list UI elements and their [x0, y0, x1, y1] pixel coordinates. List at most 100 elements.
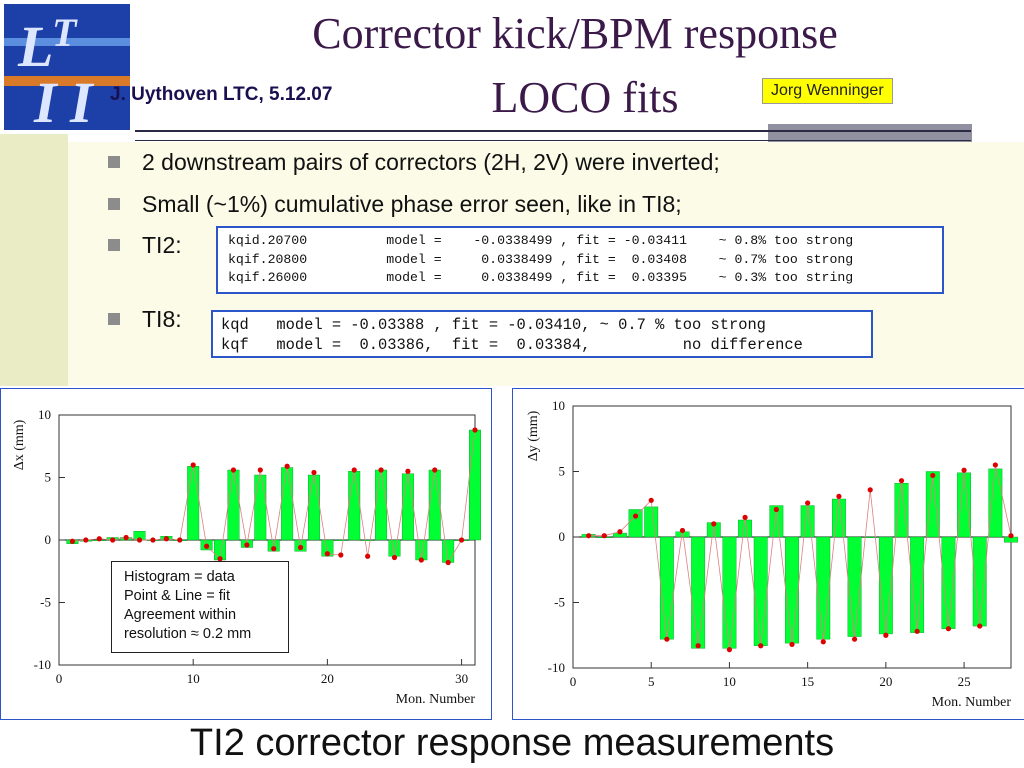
fit-point: [351, 467, 357, 473]
fit-point: [914, 628, 920, 634]
fit-point: [83, 537, 89, 543]
x-tick-label: 20: [321, 671, 334, 686]
fit-point: [338, 552, 344, 558]
y-axis-label: Δx (mm): [12, 419, 27, 470]
y-tick-label: -10: [548, 660, 565, 675]
data-bar: [863, 536, 878, 539]
fit-point: [271, 546, 277, 552]
y-tick-label: -5: [40, 595, 51, 610]
x-tick-label: 0: [570, 674, 577, 689]
fit-point: [432, 467, 438, 473]
square-bullet-icon: [108, 313, 120, 325]
fit-point: [695, 643, 701, 649]
fit-point: [230, 467, 237, 473]
fit-point: [458, 537, 465, 543]
fit-line: [588, 464, 1012, 650]
data-bar: [988, 468, 1003, 538]
fit-point: [324, 551, 330, 557]
fit-point: [472, 427, 478, 433]
x-tick-label: 20: [879, 674, 892, 689]
bullet-item: 2 downstream pairs of correctors (2H, 2V…: [108, 149, 720, 176]
data-bar: [187, 466, 200, 541]
fit-point: [711, 521, 717, 527]
square-bullet-icon: [108, 198, 120, 210]
fit-point: [961, 467, 967, 473]
fit-point: [851, 636, 858, 642]
fit-point: [378, 467, 384, 473]
slide-title-line1: Corrector kick/BPM response: [312, 9, 838, 58]
fit-point: [789, 641, 795, 648]
fit-point: [190, 462, 196, 468]
legend-line: Histogram = data: [124, 569, 235, 585]
fit-point: [758, 643, 764, 649]
fit-point: [244, 542, 250, 548]
data-bar: [753, 536, 768, 646]
x-tick-label: 5: [648, 674, 655, 689]
fit-point: [977, 623, 983, 629]
data-bar: [334, 539, 347, 542]
chart-panel-vertical: 0 5 10 15 20 25 10 5 0 -5 -10 Mon. Number Δy (mm): [512, 388, 1024, 720]
data-bar: [401, 473, 414, 541]
fit-point: [418, 557, 424, 563]
x-tick-label: 15: [801, 674, 814, 689]
data-bar: [375, 469, 388, 541]
fit-point: [123, 534, 129, 541]
data-bar: [785, 536, 799, 644]
fit-point: [110, 537, 116, 543]
data-bar: [469, 429, 481, 541]
header-rule-thin: [135, 140, 971, 141]
data-bar: [659, 536, 674, 640]
square-bullet-icon: [108, 239, 120, 251]
fit-line: kqif.20800 model = 0.0338499 , fit = 0.0…: [228, 251, 854, 267]
y-tick-label: -5: [554, 595, 565, 610]
chart-panel-horizontal: 0 10 20 30 10 5 0 -5 -10 Mon. Number Δx (mm) Histo…: [0, 388, 492, 720]
left-band: [0, 134, 68, 386]
x-tick-label: 25: [958, 674, 971, 689]
data-bar: [415, 539, 428, 561]
fit-point: [992, 462, 998, 468]
bullet-item: Small (~1%) cumulative phase error seen,…: [108, 191, 682, 218]
fit-point: [945, 626, 952, 632]
data-bar: [769, 505, 784, 538]
fit-point: [586, 533, 592, 539]
x-tick-label: 30: [455, 671, 468, 686]
data-bar: [388, 539, 401, 557]
fit-point: [726, 647, 733, 653]
fit-point: [805, 500, 811, 506]
fit-point: [898, 478, 905, 484]
vertical-response-chart: 0 5 10 15 20 25 10 5 0 -5 -10 Mon. Number Δy (mm): [526, 398, 1018, 710]
data-bar: [281, 467, 294, 541]
fit-point: [150, 537, 156, 543]
ti2-fit-results: kqid.20700 model = -0.0338499 , fit = -0…: [216, 226, 944, 294]
y-axis-label: Δy (mm): [526, 410, 541, 461]
svg-text:T: T: [52, 10, 78, 55]
legend-line: Agreement within: [124, 607, 237, 623]
fit-point: [632, 513, 639, 519]
svg-text:L: L: [17, 14, 53, 79]
fit-point: [136, 537, 143, 543]
fit-point: [836, 493, 842, 499]
bullet-item: TI8:: [108, 306, 182, 333]
data-bar: [816, 536, 831, 640]
fit-line: kqid.20700 model = -0.0338499 , fit = -0…: [228, 233, 854, 248]
legend-box: Histogram = data Point & Line = fit Agre…: [111, 561, 289, 653]
data-bar: [254, 474, 267, 541]
data-bar: [800, 505, 815, 538]
header-rule: [135, 130, 971, 132]
y-tick-label: 0: [45, 532, 52, 547]
fit-point: [664, 636, 670, 642]
x-axis-label: Mon. Number: [396, 692, 476, 707]
fit-point: [217, 556, 223, 562]
data-bar: [691, 536, 706, 649]
fit-point: [867, 487, 873, 493]
y-tick-label: 10: [552, 398, 565, 413]
fit-line: kqf model = 0.03386, fit = 0.03384, no d…: [221, 336, 803, 354]
fit-point: [391, 554, 398, 561]
fit-point: [1008, 533, 1014, 539]
fit-point: [883, 632, 889, 638]
legend-line: resolution ≈ 0.2 mm: [124, 626, 252, 642]
lti-logo: L T I I: [4, 4, 130, 135]
y-tick-label: 5: [559, 464, 566, 479]
data-bar: [847, 536, 862, 637]
fit-point: [820, 639, 826, 645]
